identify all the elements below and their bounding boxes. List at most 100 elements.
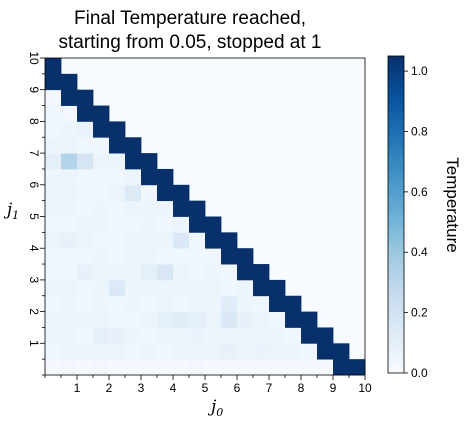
heatmap-cell xyxy=(157,295,174,312)
heatmap-cell xyxy=(61,327,78,344)
colorbar-tick-label: 0.6 xyxy=(411,185,428,199)
heatmap-cell xyxy=(45,343,62,360)
heatmap-cell xyxy=(109,295,126,312)
heatmap-cell xyxy=(189,264,206,281)
heatmap-cell xyxy=(77,264,94,281)
heatmap-cell xyxy=(109,168,126,186)
heatmap-cell xyxy=(237,295,254,312)
heatmap-cell xyxy=(109,121,126,138)
heatmap-cell xyxy=(141,184,158,202)
y-tick-label: 5 xyxy=(27,213,41,220)
heatmap-cell xyxy=(237,343,254,360)
heatmap-cell xyxy=(45,121,62,138)
x-tick-label: 7 xyxy=(266,381,273,395)
heatmap-cell xyxy=(61,89,78,106)
heatmap-cell xyxy=(173,295,190,312)
heatmap-cell xyxy=(157,279,174,297)
heatmap-cell xyxy=(77,200,94,217)
heatmap-cell xyxy=(45,232,62,249)
heatmap-cell xyxy=(221,248,238,265)
colorbar-tick-label: 1.0 xyxy=(411,64,428,78)
heatmap-cell xyxy=(109,184,126,202)
heatmap-cell xyxy=(45,105,62,122)
heatmap-cell xyxy=(253,264,270,281)
heatmap-cell xyxy=(141,232,158,249)
heatmap-cell xyxy=(45,200,62,217)
heatmap-cell xyxy=(205,232,222,249)
heatmap-cell xyxy=(221,279,238,297)
heatmap-cell xyxy=(157,216,174,233)
heatmap-cell xyxy=(125,279,142,297)
heatmap-cell xyxy=(269,295,286,312)
heatmap-cell xyxy=(125,295,142,312)
heatmap-cell xyxy=(173,359,190,376)
heatmap-cell xyxy=(141,264,158,281)
heatmap-cell xyxy=(45,279,62,297)
heatmap-cell xyxy=(141,200,158,217)
heatmap-cell xyxy=(253,327,270,344)
heatmap-cell xyxy=(221,359,238,376)
heatmap-cell xyxy=(221,343,238,360)
heatmap-cell xyxy=(253,279,270,297)
heatmap-cell xyxy=(189,279,206,297)
heatmap-cell xyxy=(237,311,254,328)
heatmap-cell xyxy=(189,248,206,265)
heatmap-cell xyxy=(45,73,62,91)
colorbar: 0.0 0.2 0.4 0.6 0.8 1.0 Temperature xyxy=(387,55,462,380)
colorbar-tick-label: 0.8 xyxy=(411,124,428,138)
heatmap-cell xyxy=(189,295,206,312)
heatmap-cell xyxy=(93,153,110,170)
y-axis-label: j1 xyxy=(3,200,19,222)
heatmap-cell xyxy=(45,264,62,281)
heatmap-cell xyxy=(157,232,174,249)
heatmap-cell xyxy=(77,359,94,376)
heatmap-cell xyxy=(141,153,158,170)
heatmap-cell xyxy=(93,279,110,297)
heatmap-cell xyxy=(253,311,270,328)
heatmap-cell xyxy=(109,359,126,376)
x-tick-label: 8 xyxy=(298,381,305,395)
x-tick-label: 4 xyxy=(170,381,177,395)
heatmap-cell xyxy=(93,216,110,233)
y-axis-label-text: j1 xyxy=(3,200,19,222)
y-tick-label: 1 xyxy=(27,340,41,347)
heatmap-cell xyxy=(77,295,94,312)
heatmap-cell xyxy=(45,184,62,202)
x-tick-label: 9 xyxy=(330,381,337,395)
heatmap-cell xyxy=(109,216,126,233)
heatmap-cell xyxy=(61,168,78,186)
heatmap-cell xyxy=(45,295,62,312)
heatmap-cell xyxy=(109,311,126,328)
heatmap-cell xyxy=(189,359,206,376)
heatmap-cell xyxy=(45,137,62,154)
chart-title-line: starting from 0.05, stopped at 1 xyxy=(59,32,322,53)
heatmap-cell xyxy=(269,279,286,297)
heatmap-cell xyxy=(141,216,158,233)
heatmap-cell xyxy=(173,232,190,249)
heatmap-cell xyxy=(141,248,158,265)
heatmap-cell xyxy=(317,327,334,344)
heatmap-cell xyxy=(173,279,190,297)
heatmap-cell xyxy=(93,264,110,281)
heatmap-cell xyxy=(205,327,222,344)
heatmap-cell xyxy=(173,264,190,281)
heatmap-cell xyxy=(349,359,366,376)
heatmap-cell xyxy=(125,200,142,217)
heatmap-cell xyxy=(285,359,302,376)
heatmap-cell xyxy=(125,327,142,344)
colorbar-label: Temperature xyxy=(443,157,462,252)
heatmap-cell xyxy=(285,343,302,360)
heatmap-cell xyxy=(157,200,174,217)
heatmap-cell xyxy=(125,264,142,281)
heatmap-cell xyxy=(77,89,94,106)
x-tick-label: 6 xyxy=(234,381,241,395)
heatmap-cell xyxy=(157,359,174,376)
heatmap-cell xyxy=(61,184,78,202)
heatmap-cell xyxy=(61,105,78,122)
heatmap-cell xyxy=(77,216,94,233)
heatmap-cell xyxy=(61,200,78,217)
heatmap-cell xyxy=(93,248,110,265)
heatmap-cell xyxy=(221,295,238,312)
heatmap-cell xyxy=(317,343,334,360)
heatmap-cell xyxy=(93,232,110,249)
